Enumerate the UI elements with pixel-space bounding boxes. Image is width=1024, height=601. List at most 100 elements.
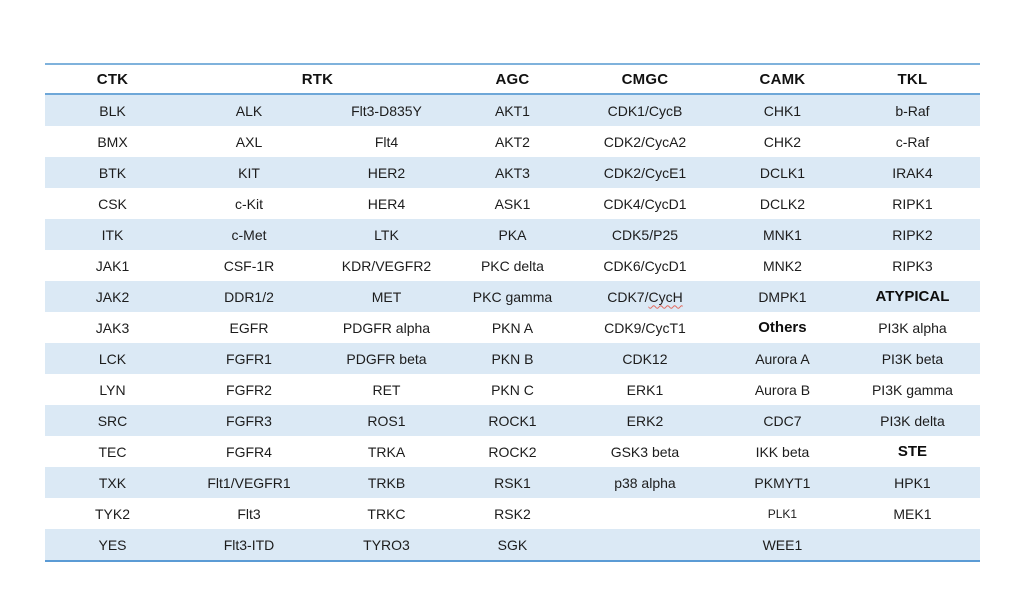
table-cell: CHK2 bbox=[763, 133, 802, 150]
table-cell: JAK2 bbox=[95, 288, 130, 305]
table-cell: PDGFR alpha bbox=[342, 319, 431, 336]
table-cell: RIPK1 bbox=[892, 195, 933, 212]
table-cell: ERK1 bbox=[626, 381, 664, 398]
kinase-family-table: CTK RTK AGC CMGC CAMK TKL BLK ALK Flt3-D835Y AKT… bbox=[45, 63, 980, 562]
table-cell: STE bbox=[897, 443, 928, 460]
table-cell: DDR1/2 bbox=[224, 288, 274, 305]
table-cell: CDK4/CycD1 bbox=[603, 195, 687, 212]
table-cell: EGFR bbox=[229, 319, 269, 336]
table-cell bbox=[570, 529, 720, 560]
table-row: ITK c-Met LTK PKA CDK5/P25 MNK1 RIPK2 bbox=[45, 219, 980, 250]
table-cell: MET bbox=[371, 288, 402, 305]
table-cell: MNK1 bbox=[762, 226, 802, 243]
table-cell: DCLK1 bbox=[759, 164, 805, 181]
table-cell: PLK1 bbox=[767, 506, 798, 521]
table-cell bbox=[845, 529, 980, 560]
table-cell: PI3K alpha bbox=[878, 319, 947, 336]
column-header-cmgc: CMGC bbox=[621, 70, 669, 88]
table-cell: LYN bbox=[99, 381, 126, 398]
table-cell: CDK7/CycH bbox=[570, 281, 720, 312]
table-cell: PI3K gamma bbox=[871, 381, 953, 398]
table-cell: PKN C bbox=[491, 381, 534, 398]
table-cell: JAK3 bbox=[95, 319, 130, 336]
table-cell: ROCK2 bbox=[488, 443, 537, 460]
table-cell: CDK6/CycD1 bbox=[603, 257, 687, 274]
table-cell: TRKB bbox=[367, 474, 406, 491]
table-cell: AKT3 bbox=[494, 164, 530, 181]
table-cell: CDC7 bbox=[763, 412, 802, 429]
table-cell: CSK bbox=[98, 195, 127, 212]
table-row: JAK3 EGFR PDGFR alpha PKN A CDK9/CycT1 Others… bbox=[45, 312, 980, 343]
table-cell: RET bbox=[372, 381, 401, 398]
table-cell: TYK2 bbox=[94, 505, 130, 522]
table-cell: PKC gamma bbox=[472, 288, 553, 305]
table-cell: KIT bbox=[238, 164, 260, 181]
table-row: JAK2 DDR1/2 MET PKC gamma CDK7/CycH DMPK1 ATYP… bbox=[45, 281, 980, 312]
table-cell: c-Raf bbox=[895, 133, 930, 150]
table-cell: FGFR2 bbox=[226, 381, 272, 398]
table-cell: AXL bbox=[235, 133, 263, 150]
table-cell: AKT2 bbox=[494, 133, 530, 150]
table-cell: CSF-1R bbox=[223, 257, 275, 274]
table-cell: AKT1 bbox=[494, 102, 530, 119]
table-row: SRC FGFR3 ROS1 ROCK1 ERK2 CDC7 PI3K delta bbox=[45, 405, 980, 436]
table-row: BLK ALK Flt3-D835Y AKT1 CDK1/CycB CHK1 b-Raf bbox=[45, 95, 980, 126]
table-cell: BMX bbox=[97, 133, 128, 150]
cell-text: CDK7/ bbox=[607, 288, 649, 305]
table-cell: Flt3-ITD bbox=[223, 536, 275, 553]
table-row: TYK2 Flt3 TRKC RSK2 PLK1 MEK1 bbox=[45, 498, 980, 529]
table-cell: LTK bbox=[374, 226, 399, 243]
table-cell: PI3K delta bbox=[880, 412, 945, 429]
table-row: JAK1 CSF-1R KDR/VEGFR2 PKC delta CDK6/CycD1 M… bbox=[45, 250, 980, 281]
table-cell: ROS1 bbox=[367, 412, 406, 429]
table-cell: ATYPICAL bbox=[875, 288, 950, 305]
table-cell: FGFR1 bbox=[226, 350, 272, 367]
column-header-camk: CAMK bbox=[759, 70, 806, 88]
table-body: BLK ALK Flt3-D835Y AKT1 CDK1/CycB CHK1 b-Raf BM… bbox=[45, 95, 980, 560]
table-cell: Aurora A bbox=[755, 350, 810, 367]
column-header-agc: AGC bbox=[495, 70, 530, 88]
table-cell: Flt3-D835Y bbox=[351, 102, 422, 119]
table-cell: WEE1 bbox=[762, 536, 803, 553]
table-cell: TXK bbox=[98, 474, 127, 491]
table-cell: RSK2 bbox=[494, 505, 531, 522]
table-cell: ROCK1 bbox=[488, 412, 537, 429]
table-cell: PI3K beta bbox=[881, 350, 944, 367]
table-cell: ITK bbox=[101, 226, 124, 243]
table-cell: Others bbox=[758, 319, 807, 336]
table-cell: TRKA bbox=[367, 443, 406, 460]
table-cell: CDK12 bbox=[622, 350, 668, 367]
table-cell: p38 alpha bbox=[614, 474, 676, 491]
table-cell: JAK1 bbox=[95, 257, 130, 274]
table-row: TEC FGFR4 TRKA ROCK2 GSK3 beta IKK beta STE bbox=[45, 436, 980, 467]
table-cell: MEK1 bbox=[893, 505, 932, 522]
table-cell: DCLK2 bbox=[759, 195, 805, 212]
table-cell: CDK2/CycA2 bbox=[603, 133, 687, 150]
table-cell: FGFR3 bbox=[226, 412, 272, 429]
table-row: YES Flt3-ITD TYRO3 SGK WEE1 bbox=[45, 529, 980, 560]
column-header-ctk: CTK bbox=[96, 70, 129, 88]
table-cell: TEC bbox=[98, 443, 127, 460]
table-cell: CDK2/CycE1 bbox=[603, 164, 687, 181]
table-row: BMX AXL Flt4 AKT2 CDK2/CycA2 CHK2 c-Raf bbox=[45, 126, 980, 157]
table-cell: PKA bbox=[498, 226, 527, 243]
table-header-row: CTK RTK AGC CMGC CAMK TKL bbox=[45, 65, 980, 95]
table-cell: HER2 bbox=[367, 164, 406, 181]
table-row: TXK Flt1/VEGFR1 TRKB RSK1 p38 alpha PKMYT1 HPK… bbox=[45, 467, 980, 498]
table-cell: c-Kit bbox=[235, 195, 263, 212]
table-cell: Flt4 bbox=[374, 133, 399, 150]
spellcheck-underlined-text: CycH bbox=[648, 288, 683, 305]
table-cell: ERK2 bbox=[626, 412, 664, 429]
table-cell: Aurora B bbox=[754, 381, 811, 398]
table-cell: RIPK2 bbox=[892, 226, 933, 243]
table-row: LCK FGFR1 PDGFR beta PKN B CDK12 Aurora A PI3K… bbox=[45, 343, 980, 374]
table-cell: YES bbox=[98, 536, 127, 553]
table-cell: PKN B bbox=[491, 350, 534, 367]
table-cell: b-Raf bbox=[895, 102, 930, 119]
table-cell bbox=[570, 498, 720, 529]
table-cell: IKK beta bbox=[755, 443, 810, 460]
column-header-rtk: RTK bbox=[301, 70, 334, 88]
table-cell: CDK5/P25 bbox=[611, 226, 679, 243]
table-row: CSK c-Kit HER4 ASK1 CDK4/CycD1 DCLK2 RIPK1 bbox=[45, 188, 980, 219]
